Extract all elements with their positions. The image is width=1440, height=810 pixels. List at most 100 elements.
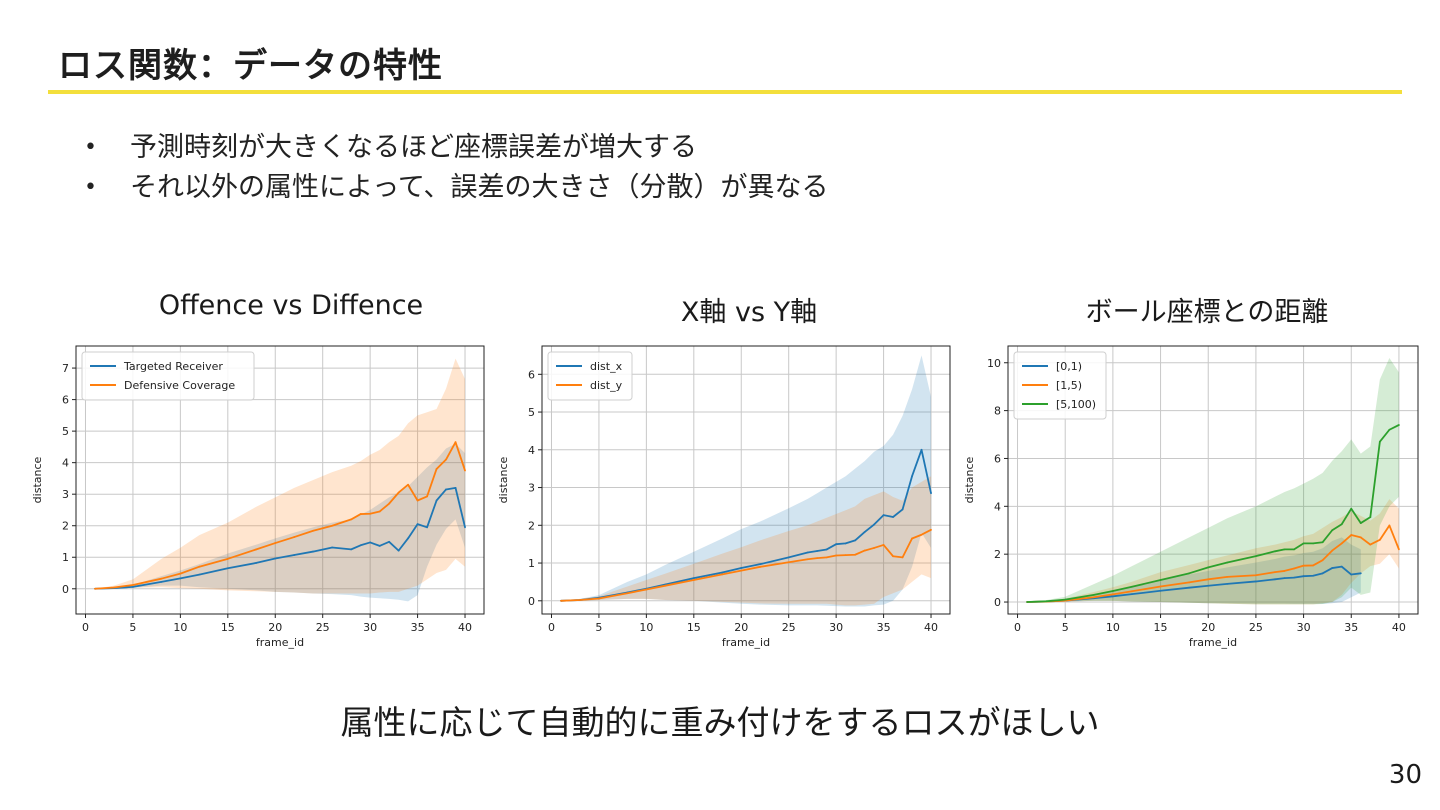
title-underline: [48, 90, 1402, 94]
data-point: [1302, 542, 1305, 545]
x-tick-label: 10: [1106, 621, 1120, 634]
data-point: [911, 537, 913, 540]
data-point: [407, 537, 409, 540]
data-point: [1111, 593, 1114, 596]
data-point: [1207, 584, 1210, 587]
x-tick-label: 35: [877, 621, 891, 634]
bullet-list: 予測時刻が大きくなるほど座標誤差が増大する それ以外の属性によって、誤差の大きさ…: [84, 128, 829, 208]
data-point: [454, 486, 457, 489]
legend-label-dist-y: dist_y: [590, 379, 623, 392]
series-0-1: [1026, 565, 1362, 603]
data-point: [1092, 593, 1095, 596]
data-point: [1331, 549, 1334, 552]
legend-label-1-5: [1,5): [1056, 379, 1082, 392]
plot-frame: [541, 345, 951, 615]
data-point: [435, 468, 438, 470]
data-point: [1359, 522, 1362, 524]
data-point: [132, 584, 134, 586]
data-point: [740, 569, 743, 572]
y-tick-label: 4: [528, 444, 535, 457]
data-point: [1321, 559, 1324, 562]
data-point: [645, 588, 648, 591]
x-axis-label: frame_id: [1189, 636, 1237, 649]
series-targeted-receiver: [94, 486, 466, 590]
y-tick-label: 0: [62, 583, 69, 596]
plot-frame: [75, 345, 485, 615]
data-point: [1226, 561, 1229, 564]
y-axis-label: distance: [31, 456, 44, 503]
x-tick-label: 15: [1154, 621, 1168, 634]
x-axis-label: frame_id: [256, 636, 304, 649]
data-point: [198, 565, 201, 568]
x-tick-label: 10: [639, 621, 653, 634]
data-point: [350, 518, 353, 521]
data-point: [920, 533, 923, 536]
data-point: [816, 557, 819, 560]
data-point: [113, 586, 115, 589]
data-point: [844, 554, 847, 557]
data-point: [397, 549, 400, 552]
data-point: [1226, 582, 1229, 585]
legend: [0,1) [1,5) [5,100): [1013, 351, 1107, 420]
data-point: [312, 550, 315, 553]
chart-ball-distance: 0 5 10 15 20 25 30 35 40 0 2 4 6 8 10 frame_id distance […: [963, 345, 1419, 649]
data-point: [1293, 567, 1295, 570]
y-tick-label: 2: [994, 548, 1001, 561]
data-point: [293, 554, 296, 556]
legend-label-5-100: [5,100): [1056, 398, 1096, 411]
data-point: [1111, 595, 1114, 598]
data-point: [854, 553, 857, 556]
data-point: [598, 597, 600, 600]
legend: dist_x dist_y: [547, 351, 633, 401]
data-point: [179, 577, 182, 580]
x-tick-label: 40: [924, 621, 938, 634]
legend-box: [81, 351, 255, 401]
data-point: [1026, 601, 1028, 603]
data-point: [359, 513, 362, 515]
data-point: [692, 579, 695, 581]
data-point: [1388, 428, 1391, 431]
data-point: [1378, 440, 1381, 443]
data-point: [274, 542, 277, 544]
data-point: [1064, 598, 1067, 601]
data-point: [388, 540, 391, 543]
x-tick-label: 10: [173, 621, 187, 634]
x-tick-label: 30: [829, 621, 843, 634]
data-point: [1293, 548, 1295, 551]
data-point: [806, 551, 809, 554]
data-point: [560, 599, 562, 602]
data-point: [1131, 585, 1133, 588]
data-point: [378, 510, 381, 513]
data-point: [1350, 507, 1353, 510]
data-point: [1293, 576, 1295, 579]
data-point: [721, 571, 724, 574]
data-point: [1045, 600, 1048, 603]
data-point: [930, 528, 932, 531]
y-axis-label: distance: [963, 456, 976, 503]
bullet-item: それ以外の属性によって、誤差の大きさ（分散）が異なる: [84, 168, 829, 208]
data-point: [1312, 574, 1315, 577]
legend-label-targeted-receiver: Targeted Receiver: [123, 360, 223, 373]
data-point: [1226, 576, 1229, 578]
data-point: [901, 508, 904, 511]
data-point: [664, 584, 667, 587]
chart-offence-vs-defence: 0 5 10 15 20 25 30 35 40 0 1 2 3 4 5 6 7 frame_id distance…: [31, 345, 485, 649]
x-tick-label: 5: [595, 621, 602, 634]
x-tick-label: 20: [1201, 621, 1215, 634]
data-point: [1312, 564, 1315, 567]
data-point: [1159, 579, 1162, 581]
data-point: [579, 599, 581, 601]
chart-3-title: ボール座標との距離: [1085, 297, 1329, 328]
data-point: [160, 580, 163, 583]
y-tick-label: 10: [987, 357, 1001, 370]
band-dist-y: [560, 476, 932, 606]
x-tick-label: 0: [82, 621, 89, 634]
data-point: [1321, 541, 1324, 544]
data-point: [445, 488, 447, 491]
y-axis-label: distance: [497, 456, 510, 503]
data-point: [416, 499, 419, 502]
data-point: [1340, 565, 1343, 568]
x-tick-label: 40: [1392, 621, 1406, 634]
data-point: [1321, 572, 1324, 575]
band-1-5: [1027, 499, 1399, 605]
